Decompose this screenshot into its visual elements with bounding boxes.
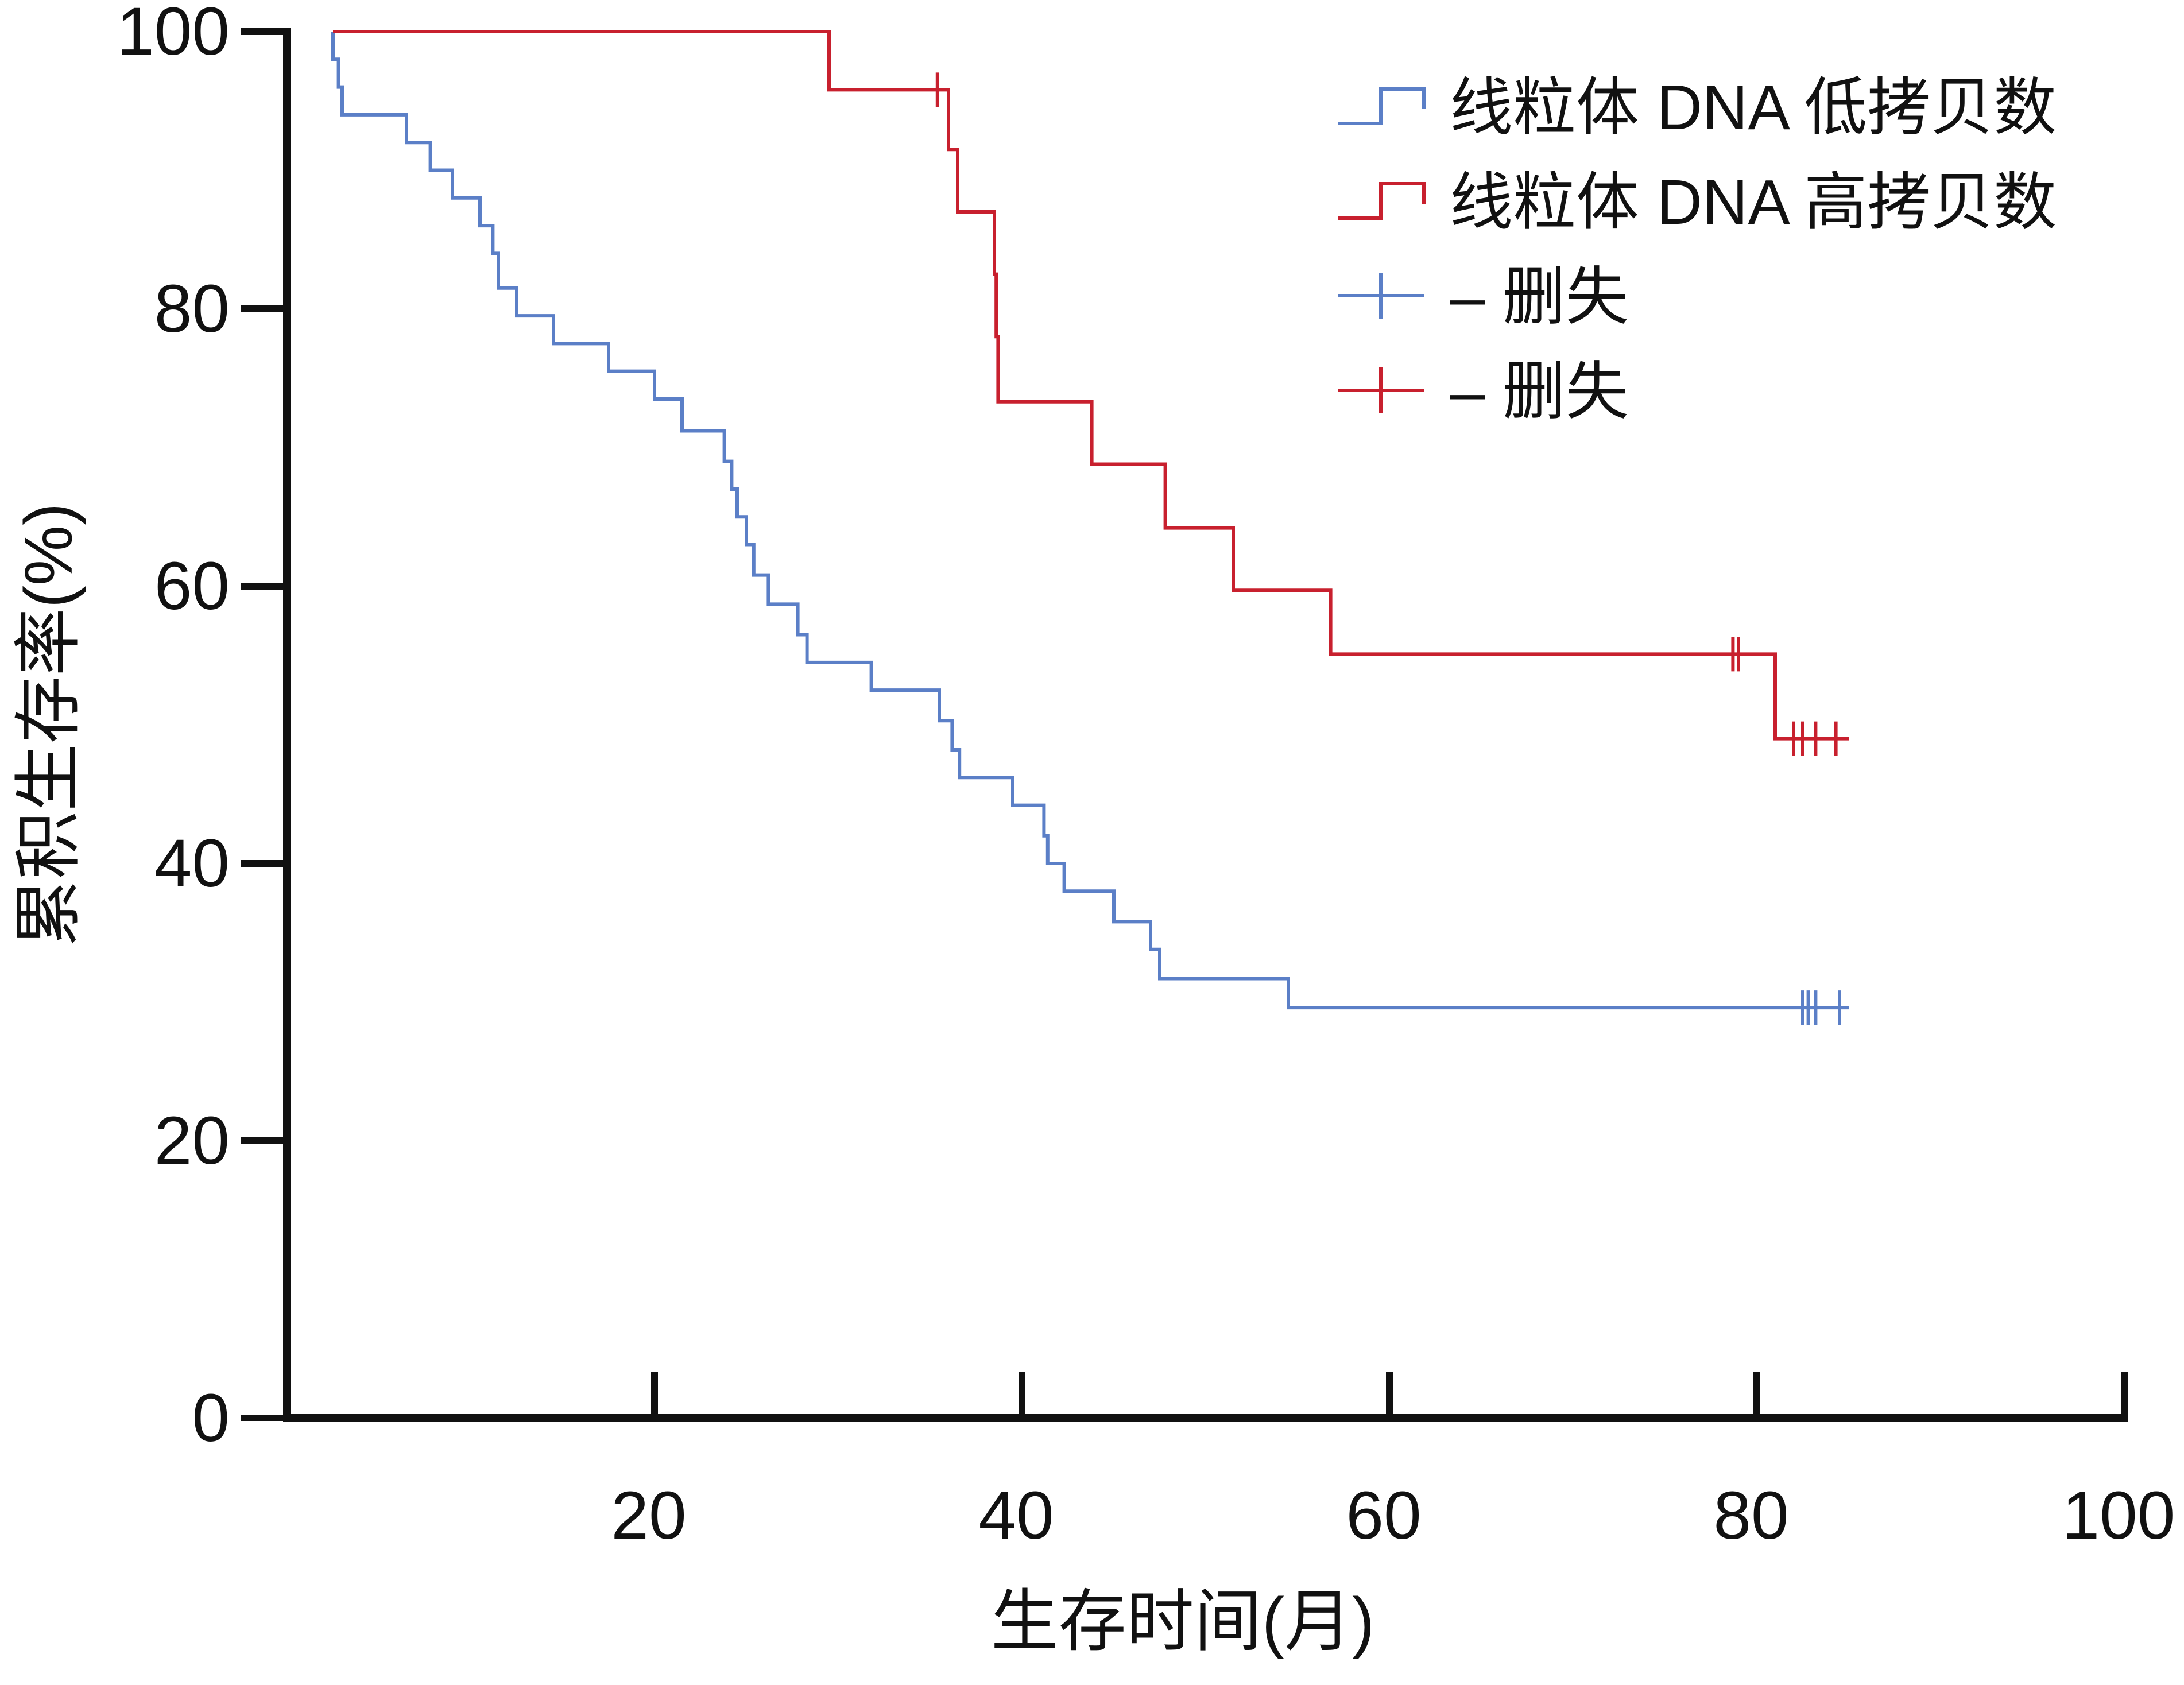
x-tick-label: 20 xyxy=(611,1478,686,1554)
axes xyxy=(283,28,2128,1422)
y-tick-label: 40 xyxy=(154,826,230,901)
legend-label: – 删失 xyxy=(1450,357,1629,427)
y-tick-label: 20 xyxy=(154,1103,230,1179)
y-axis-title: 累积生存率(%) xyxy=(11,503,87,947)
x-axis-title: 生存时间(月) xyxy=(991,1584,1375,1660)
legend-step-marker xyxy=(1338,182,1426,220)
x-tick-label: 80 xyxy=(1713,1478,1788,1554)
x-tick-label: 40 xyxy=(978,1478,1054,1554)
legend-label: – 删失 xyxy=(1450,262,1629,332)
series-layer xyxy=(331,30,1849,1025)
y-tick-label: 60 xyxy=(154,548,230,624)
y-tick-label: 80 xyxy=(154,271,230,347)
x-tick-label: 60 xyxy=(1346,1478,1421,1554)
y-tick-label: 0 xyxy=(192,1380,230,1456)
survival-curve-1 xyxy=(333,30,1849,741)
x-tick-label: 100 xyxy=(2062,1478,2175,1554)
legend-label: 线粒体 DNA 低拷贝数 xyxy=(1450,72,2057,143)
survival-curve-0 xyxy=(331,32,1849,1010)
y-tick-label: 100 xyxy=(117,0,230,69)
legend-step-marker xyxy=(1338,87,1426,125)
legend-label: 线粒体 DNA 高拷贝数 xyxy=(1450,167,2057,238)
ticks: 0 20 40 60 80 100 20 40 60 80 100 xyxy=(117,0,2175,1554)
